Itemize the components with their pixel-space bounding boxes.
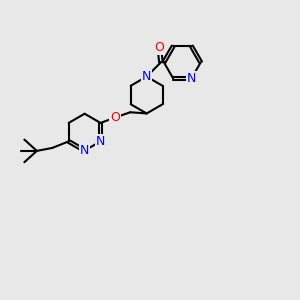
Text: N: N: [96, 135, 105, 148]
Text: N: N: [142, 70, 151, 83]
Text: O: O: [110, 111, 120, 124]
Text: N: N: [80, 144, 89, 157]
Text: N: N: [187, 72, 196, 85]
Text: O: O: [154, 41, 164, 54]
